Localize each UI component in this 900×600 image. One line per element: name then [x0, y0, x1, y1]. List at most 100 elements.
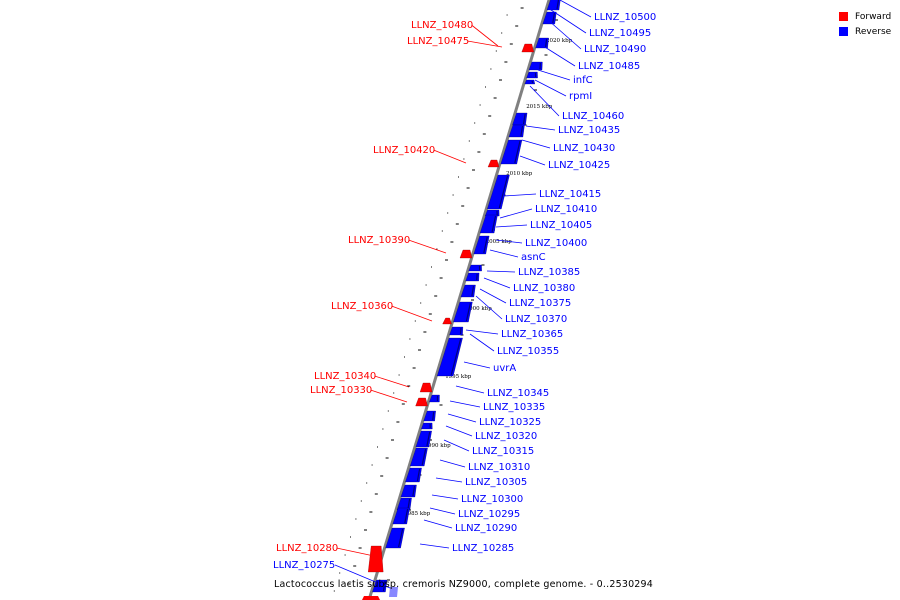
forward-gene-leader [336, 547, 375, 557]
reverse-gene-leader [529, 85, 560, 117]
reverse-gene-block [524, 79, 535, 85]
reverse-gene-shade [522, 113, 526, 125]
reverse-gene-shade [520, 125, 524, 137]
forward-swatch [839, 12, 848, 21]
reverse-gene-leader [525, 125, 556, 131]
reverse-gene-shade [491, 215, 497, 233]
scale-label: 2010 kbp [506, 171, 533, 177]
scale-label: 1985 kbp [404, 511, 431, 517]
reverse-gene-shade [450, 338, 462, 376]
reverse-gene-label: LLNZ_10485 [578, 61, 640, 72]
reverse-gene-block [528, 61, 543, 71]
reverse-gene-label: LLNZ_10400 [525, 238, 587, 249]
reverse-gene-leader [539, 43, 576, 67]
reverse-gene-leader [463, 361, 491, 369]
scale-label: 2000 kbp [466, 306, 493, 312]
reverse-gene-block [473, 235, 490, 255]
forward-gene-label: LLNZ_10330 [310, 385, 372, 396]
forward-gene-leader [374, 375, 410, 388]
reverse-gene-label: LLNZ_10365 [501, 329, 563, 340]
scale-label: 2015 kbp [526, 104, 553, 110]
reverse-gene-label: LLNZ_10290 [455, 523, 517, 534]
reverse-gene-label: LLNZ_10375 [509, 298, 571, 309]
forward-gene-block [362, 596, 380, 600]
reverse-gene-leader [447, 413, 477, 423]
reverse-gene-block [500, 139, 523, 165]
reverse-gene-label: LLNZ_10435 [558, 125, 620, 136]
reverse-gene-leader [419, 543, 450, 549]
reverse-gene-label: infC [573, 75, 593, 86]
reverse-gene-leader [469, 333, 495, 352]
reverse-gene-leader [479, 288, 507, 304]
reverse-gene-label: uvrA [493, 363, 516, 374]
reverse-gene-block [389, 587, 398, 597]
reverse-swatch [839, 27, 848, 36]
legend-reverse: Reverse [839, 24, 891, 39]
reverse-gene-label: LLNZ_10410 [535, 204, 597, 215]
reverse-gene-shade [514, 140, 521, 164]
reverse-gene-leader [534, 79, 567, 97]
genome-caption: Lactococcus lactis subsp. cremoris NZ900… [274, 579, 654, 590]
reverse-gene-leader [521, 139, 551, 149]
reverse-gene-shade [483, 236, 488, 254]
forward-gene-label: LLNZ_10390 [348, 235, 410, 246]
reverse-gene-shade [531, 80, 534, 84]
forward-gene-block [419, 382, 433, 393]
scale-label: 2005 kbp [486, 239, 513, 245]
reverse-gene-label: LLNZ_10500 [594, 12, 656, 23]
reverse-gene-label: LLNZ_10460 [562, 111, 624, 122]
forward-gene-leader [408, 239, 447, 254]
forward-gene-label: LLNZ_10360 [331, 301, 393, 312]
reverse-gene-label: LLNZ_10335 [483, 402, 545, 413]
reverse-gene-shade [498, 175, 509, 209]
reverse-gene-block [484, 209, 500, 217]
forward-gene-block [368, 545, 384, 573]
reverse-gene-label: LLNZ_10295 [458, 509, 520, 520]
forward-gene-label: LLNZ_10420 [373, 145, 435, 156]
reverse-gene-shade [552, 12, 555, 24]
reverse-gene-label: LLNZ_10490 [584, 44, 646, 55]
reverse-gene-block [436, 337, 463, 377]
reverse-gene-leader [489, 249, 519, 258]
reverse-gene-block [487, 174, 510, 210]
reverse-gene-shade [545, 38, 548, 48]
reverse-gene-block [468, 264, 482, 272]
reverse-gene-label: LLNZ_10315 [472, 446, 534, 457]
forward-gene-block [487, 159, 500, 168]
legend-forward-label: Forward [855, 11, 892, 22]
reverse-gene-leader [435, 477, 463, 483]
scale-label: 1995 kbp [445, 374, 472, 380]
reverse-gene-label: LLNZ_10305 [465, 477, 527, 488]
forward-gene-block [415, 397, 428, 407]
forward-gene-label: LLNZ_10340 [314, 371, 376, 382]
reverse-gene-label: LLNZ_10385 [518, 267, 580, 278]
reverse-gene-block [508, 124, 525, 138]
forward-gene-leader [467, 40, 503, 48]
reverse-gene-label: LLNZ_10325 [479, 417, 541, 428]
reverse-gene-leader [475, 295, 503, 320]
reverse-gene-label: rpmI [569, 91, 592, 102]
reverse-gene-leader [465, 329, 499, 335]
reverse-gene-label: LLNZ_10310 [468, 462, 530, 473]
reverse-gene-shade [416, 468, 421, 482]
reverse-gene-label: LLNZ_10320 [475, 431, 537, 442]
reverse-gene-label: LLNZ_10355 [497, 346, 559, 357]
forward-gene-label: LLNZ_10480 [411, 20, 473, 31]
reverse-gene-label: LLNZ_10345 [487, 388, 549, 399]
reverse-gene-label: LLNZ_10425 [548, 160, 610, 171]
legend-forward: Forward [839, 9, 891, 24]
reverse-gene-label: asnC [521, 252, 546, 263]
reverse-gene-label: LLNZ_10415 [539, 189, 601, 200]
reverse-gene-leader [429, 507, 456, 515]
forward-gene-block [442, 317, 452, 325]
reverse-gene-label: LLNZ_10300 [461, 494, 523, 505]
reverse-gene-leader [499, 208, 533, 219]
forward-gene-leader [433, 149, 467, 164]
reverse-gene-leader [423, 519, 453, 529]
genome-axis [367, 0, 551, 600]
reverse-gene-label: LLNZ_10495 [589, 28, 651, 39]
reverse-gene-leader [503, 193, 537, 197]
reverse-gene-leader [449, 400, 481, 408]
reverse-gene-leader [495, 224, 528, 228]
